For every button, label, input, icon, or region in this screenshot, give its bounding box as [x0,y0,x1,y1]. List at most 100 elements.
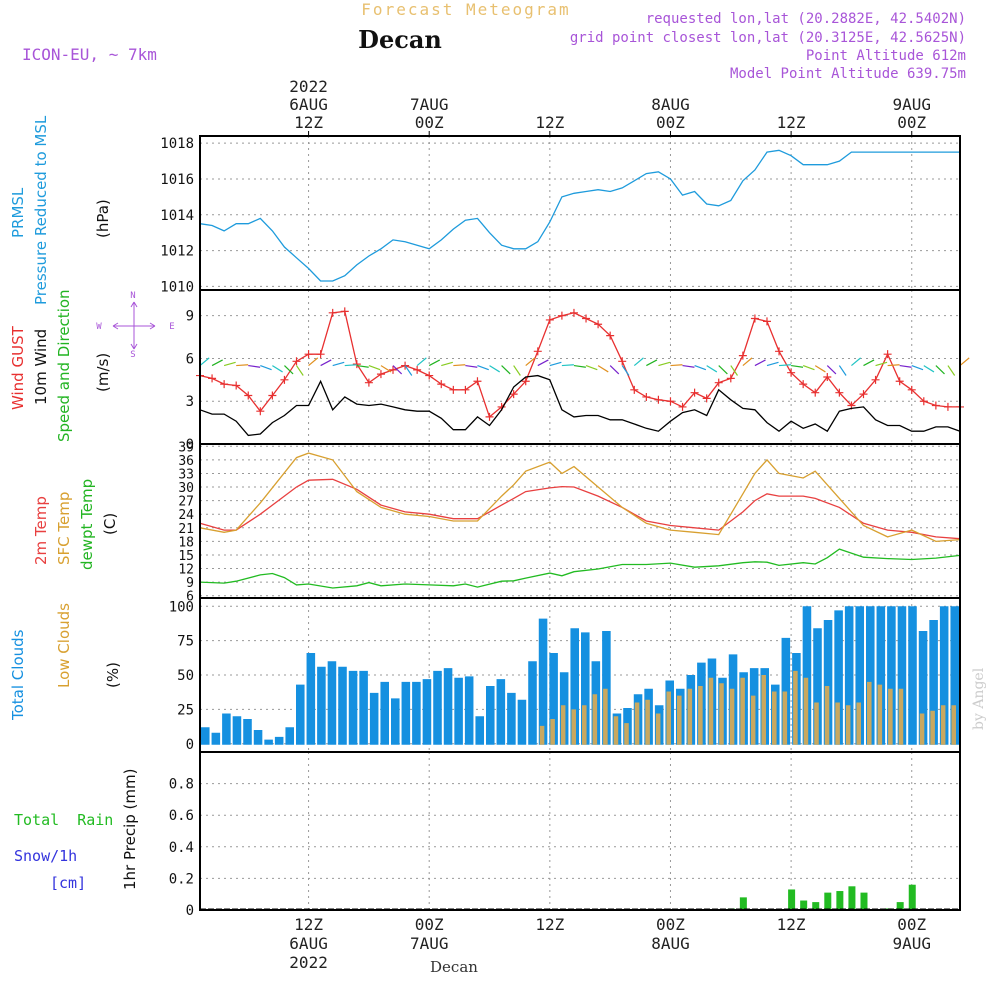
total-cloud-bar [232,716,242,745]
gust-marker [208,374,217,383]
wind-direction-arrow [899,364,912,368]
gust-marker [220,380,229,389]
wind-direction-arrow [670,364,683,367]
gust-marker [364,378,373,387]
wind-direction-arrow [477,365,489,371]
low-cloud-bar [930,710,935,745]
gust-marker [859,390,868,399]
total-cloud-bar [876,606,886,745]
low-cloud-bar [845,705,851,745]
y-tick-label: 36 [178,454,194,469]
wind-direction-arrow [621,365,630,376]
pressure-unit: (hPa) [94,199,112,238]
gust-marker [799,380,808,389]
total-cloud-bar [201,727,210,745]
model-altitude: Model Point Altitude 639.75m [730,66,966,82]
gust-marker [449,385,458,394]
total-cloud-bar [475,716,484,745]
wind-direction-arrow [320,359,332,367]
top-tick-label: 12Z [294,113,323,132]
wind-direction-arrow [646,359,658,367]
y-tick-label: 21 [178,522,194,537]
bottom-tick-label: 12Z [777,915,806,934]
gust-marker [642,392,651,401]
total-cloud-bar [929,620,938,745]
dewpt-temp-label: dewpt Temp [78,479,96,570]
wind-direction-arrow [549,361,562,367]
gust-marker [521,377,530,386]
cloud-labels: Total Clouds Low Clouds (%) [9,603,122,721]
total-cloud-bar [412,681,421,745]
compass-west: W [96,322,102,332]
y-tick-label: 15 [178,549,194,564]
wind-direction-arrow [380,365,392,373]
low-cloud-bar [645,699,650,745]
y-tick-label: 0.8 [169,777,194,793]
total-cloud-bar [844,606,854,745]
wind-direction-arrow [658,361,671,367]
wind-direction-arrow [851,357,862,367]
total-cloud-bar [243,719,252,745]
series-line-10m-wind [199,374,961,437]
series-line-wind-gust [199,310,960,419]
wind-direction-arrow [356,364,369,368]
wind-direction-arrow [742,357,753,367]
wind-direction-arrow [513,365,521,376]
low-cloud-bar [835,702,840,745]
gust-marker [256,407,265,416]
total-cloud-bar [855,606,864,745]
low-cloud-bar [951,705,956,745]
y-tick-label: 18 [178,535,194,550]
gust-marker [714,378,723,387]
gust-marker [292,357,301,366]
wind-direction-arrow [236,364,249,367]
gust-marker [232,381,241,390]
total-cloud-bar [296,684,305,745]
gust-marker [437,380,446,389]
series-line-dewpt-temp [199,548,961,589]
rain-bar [739,897,747,910]
wind-direction-arrow [779,364,792,367]
y-tick-label: 50 [177,668,194,684]
low-cloud-bar [560,705,566,745]
wind-direction-arrow [368,365,381,371]
low-cloud-bar [539,725,545,745]
low-cloud-bar [740,677,745,745]
y-tick-label: 75 [177,634,194,650]
bottom-tick-label: 00Z [656,915,685,934]
bottom-tick-label: 00Z [897,915,926,934]
total-cloud-bar [908,606,917,745]
rain-bar [800,900,808,910]
compass-south: S [130,350,135,360]
compass-arrows-icon [112,301,156,350]
total-cloud-bar [274,736,284,745]
y-tick-label: 6 [186,351,194,367]
gust-marker [557,311,566,320]
top-tick-label: 12Z [777,113,806,132]
wind-direction-arrow [284,365,294,375]
bottom-tick-label: 9AUG [892,934,931,953]
low-cloud-bar [877,684,883,745]
y-tick-label: 12 [178,563,194,578]
low-cloud-bar [940,705,946,745]
y-tick-label: 1012 [160,244,194,260]
y-tick-label: 39 [178,440,194,455]
gust-marker [811,388,820,397]
speed-direction-label: Speed and Direction [55,289,73,442]
low-cloud-bar [550,719,555,745]
wind-direction-arrow [826,365,837,375]
top-tick-label: 6AUG [289,95,328,114]
low-cloud-bar [719,683,724,745]
top-tick-label: 00Z [897,113,926,132]
wind-direction-arrow [428,359,441,367]
low-cloud-bar [655,713,661,745]
wind10m-label: 10m Wind [32,329,50,405]
wind-direction-arrow [344,364,357,367]
wind-direction-arrow [706,365,718,373]
clouds-unit: (%) [104,662,122,688]
total-cloud-bar [433,670,442,745]
y-tick-label: 0.4 [169,840,194,856]
wind-direction-arrow [465,364,478,368]
point-altitude: Point Altitude 612m [806,48,966,64]
wind-direction-arrow [923,365,935,373]
